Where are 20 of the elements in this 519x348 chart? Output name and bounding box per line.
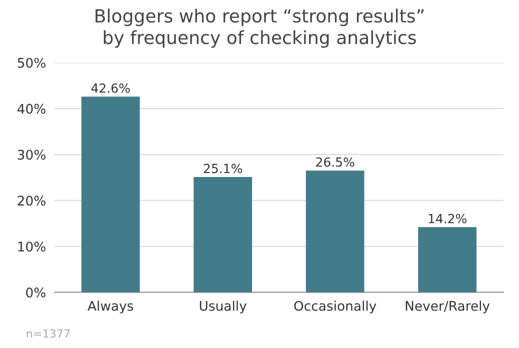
bar [418,227,476,292]
bar [306,170,364,292]
x-tick-label: Occasionally [294,300,376,314]
x-tick-label: Never/Rarely [406,300,490,314]
data-label: 42.6% [91,83,130,93]
x-tick-label: Usually [200,300,247,314]
data-label: 26.5% [316,157,354,167]
y-tick-label: 20% [18,196,46,206]
chart-title: Bloggers who report “strong results” by frequency of checking analytics [96,8,424,48]
y-tick-label: 10% [18,242,46,252]
y-tick-label: 40% [17,104,46,114]
y-tick-label: 30% [18,150,46,160]
text: n=1377 [26,329,70,338]
y-tick-label: 50% [18,58,46,68]
data-label: 14.2% [428,214,466,224]
y-tick-label: 0% [26,288,46,298]
x-tick-label: Always [88,300,134,314]
bar [81,96,140,292]
data-label: 25.1% [204,164,242,174]
bar [194,177,252,292]
